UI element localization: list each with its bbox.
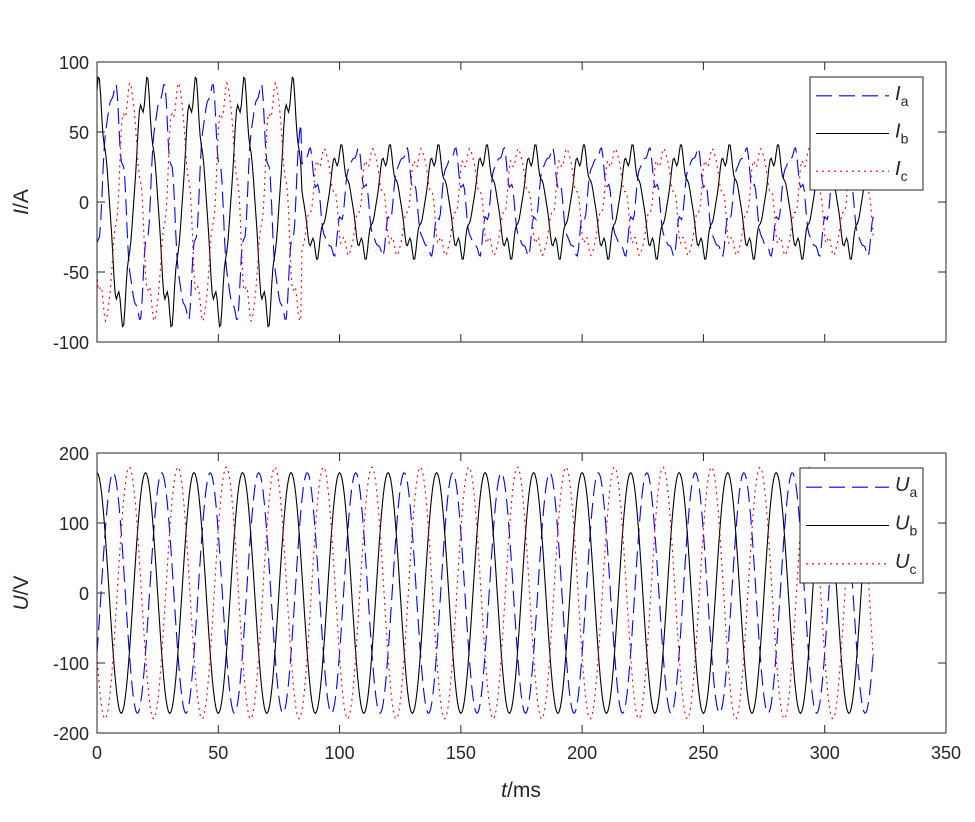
y-tick-label: -50 [63, 263, 89, 283]
legend-label-subscript: b [901, 131, 909, 147]
x-tick-label: 200 [567, 743, 597, 763]
legend-label-a: Ia [895, 83, 909, 109]
legend-label-main: U [895, 474, 910, 496]
y-tick-label: 100 [59, 514, 89, 534]
legend-label-main: I [895, 83, 901, 105]
y-tick-label: 0 [79, 584, 89, 604]
time-x-axis-label-italic: t [501, 779, 508, 802]
series-line-i-b [97, 76, 874, 328]
voltage-plot-panel: 0 50 100 150 200 250 300 350 -200 -100 0 100 200 U/V… [10, 444, 961, 763]
legend-label-subscript: c [909, 561, 916, 577]
y-tick-label: -100 [53, 654, 89, 674]
series-line-i-c [97, 81, 874, 323]
x-tick-label: 250 [688, 743, 718, 763]
legend-label-main: U [895, 551, 910, 573]
current-y-axis-label: I/A [10, 189, 33, 215]
series-line-u-b [97, 471, 874, 715]
x-tick-label: 0 [92, 743, 102, 763]
x-tick-label: 50 [208, 743, 228, 763]
y-tick-label: 0 [79, 193, 89, 213]
series-line-i-a [97, 84, 874, 320]
y-tick-label: 50 [69, 123, 89, 143]
legend-label-subscript: a [901, 93, 909, 109]
voltage-y-axis-label-italic: U [10, 595, 33, 611]
y-tick-label: 100 [59, 53, 89, 73]
legend-label-main: U [895, 513, 910, 535]
current-ticks-group: -100 -50 0 50 100 [53, 53, 947, 353]
voltage-y-axis-label: U/V [10, 575, 33, 610]
legend-label-subscript: b [909, 523, 917, 539]
legend-label-main: I [895, 158, 901, 180]
y-tick-label: -200 [53, 724, 89, 744]
y-tick-label: -100 [53, 333, 89, 353]
current-y-axis-label-italic: I [10, 209, 33, 215]
legend-label-b: Ib [895, 121, 909, 147]
time-x-axis-label-unit: /ms [507, 779, 541, 802]
x-tick-label: 350 [931, 743, 961, 763]
legend-label-main: I [895, 121, 901, 143]
current-series-group [97, 76, 874, 328]
current-y-axis-label-unit: /A [10, 189, 33, 209]
y-tick-label: 200 [59, 444, 89, 464]
x-tick-label: 100 [325, 743, 355, 763]
voltage-series-group [97, 466, 874, 720]
series-line-u-a [97, 472, 874, 714]
legend-label-c: Uc [895, 551, 916, 577]
x-tick-label: 300 [810, 743, 840, 763]
voltage-ticks-group: 0 50 100 150 200 250 300 350 -200 -100 0 100 200 [53, 444, 961, 763]
legend-label-b: Ub [895, 513, 917, 539]
time-x-axis-label: t/ms [501, 779, 541, 802]
legend-label-subscript: a [909, 484, 917, 500]
legend-label-c: Ic [895, 158, 908, 184]
voltage-y-axis-label-unit: /V [10, 575, 33, 595]
legend-label-subscript: c [901, 168, 908, 184]
legend-label-a: Ua [895, 474, 917, 500]
series-line-u-c [97, 466, 874, 720]
x-tick-label: 150 [446, 743, 476, 763]
